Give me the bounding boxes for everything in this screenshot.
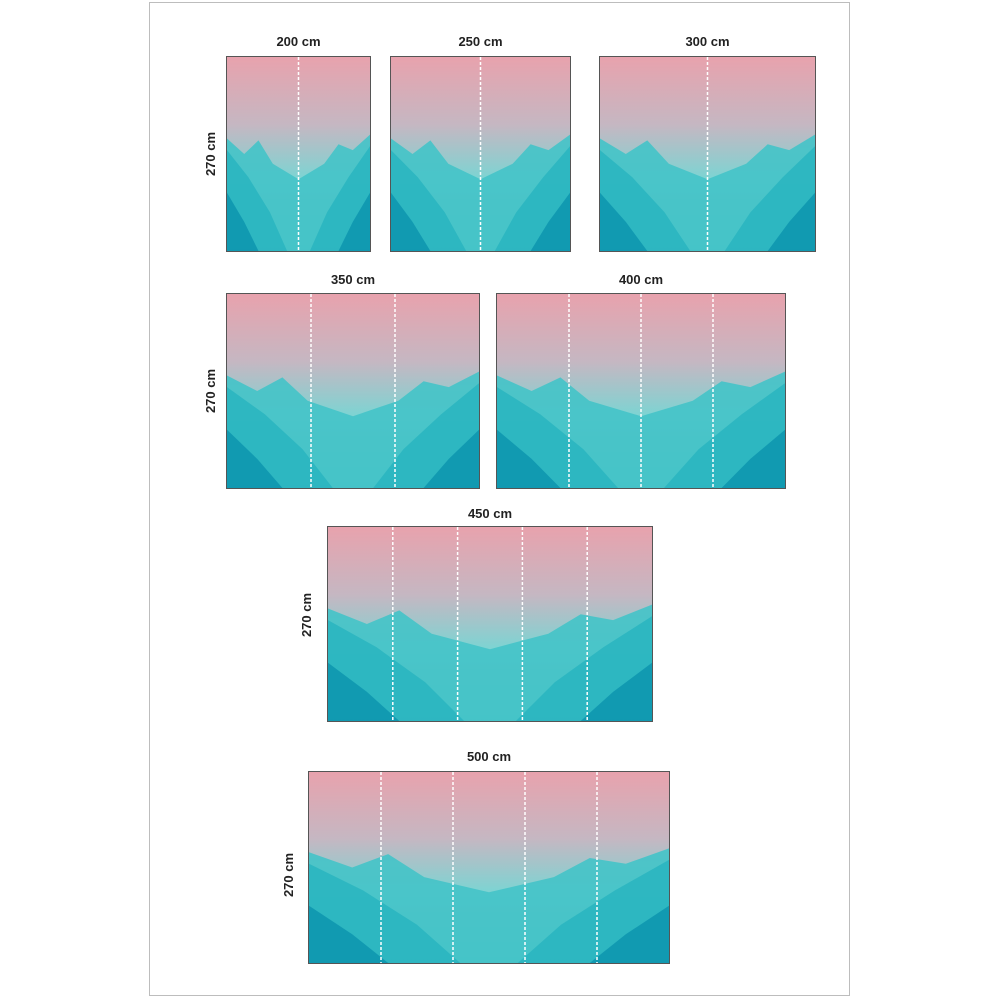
mural-preview-500 [308,771,670,964]
mountain-layer [589,905,669,963]
mural-preview-300 [599,56,816,252]
width-label: 250 cm [458,34,503,49]
mountain-layer [227,192,259,251]
mountain-layer [338,192,370,251]
width-label: 350 cm [330,272,376,287]
mural-artwork [328,527,652,721]
mural-artwork [227,57,370,251]
width-label: 300 cm [685,34,730,49]
mural-preview-400 [496,293,786,489]
mountain-layer [580,662,652,721]
mural-artwork [391,57,570,251]
mountain-layer [423,429,479,488]
width-label: 400 cm [618,272,664,287]
width-label: 200 cm [276,34,321,49]
height-label: 270 cm [203,131,218,177]
height-label: 270 cm [281,852,296,898]
mural-artwork [309,772,669,963]
mountain-layer [530,192,570,251]
mural-preview-350 [226,293,480,489]
mountain-layer [227,429,283,488]
mountain-layer [309,905,389,963]
mountain-layer [497,429,561,488]
width-label: 450 cm [467,506,513,521]
mountain-layer [767,192,815,251]
mural-preview-450 [327,526,653,722]
height-label: 270 cm [299,592,314,638]
mountain-layer [328,662,400,721]
mural-preview-250 [390,56,571,252]
mountain-layer [721,429,785,488]
height-label: 270 cm [203,368,218,414]
mural-artwork [497,294,785,488]
mountain-layer [391,192,431,251]
mural-artwork [227,294,479,488]
mural-artwork [600,57,815,251]
mural-preview-200 [226,56,371,252]
width-label: 500 cm [466,749,512,764]
mountain-layer [600,192,648,251]
